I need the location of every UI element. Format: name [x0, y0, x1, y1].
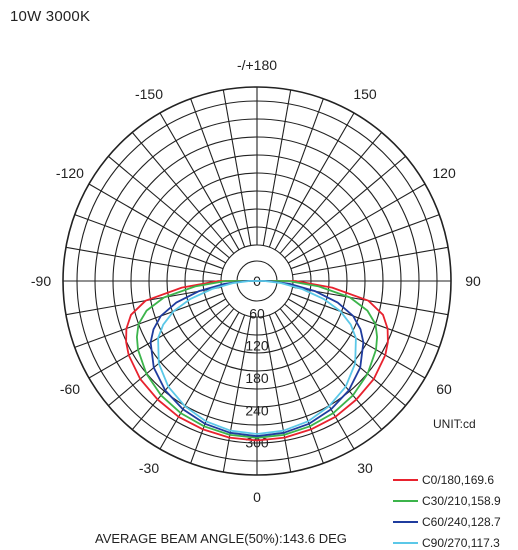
grid-spoke — [292, 246, 449, 276]
angle-label: -/+180 — [237, 57, 277, 73]
grid-spoke — [262, 316, 292, 473]
angle-label: -60 — [60, 381, 80, 397]
grid-spoke — [262, 89, 292, 246]
grid-spoke — [279, 132, 383, 254]
grid-spoke — [65, 246, 222, 276]
grid-spoke — [290, 214, 440, 270]
radial-tick-label: 60 — [249, 305, 265, 321]
grid-spoke — [159, 112, 240, 251]
radial-tick-label: 180 — [245, 370, 269, 386]
beam-angle-footer: AVERAGE BEAM ANGLE(50%):143.6 DEG — [95, 531, 347, 546]
page-title: 10W 3000K — [10, 8, 91, 25]
legend: C0/180,169.6 C30/210,158.9 C60/240,128.7 C9… — [393, 473, 501, 550]
grid-spoke — [279, 308, 383, 430]
legend-label: C90/270,117.3 — [422, 536, 500, 550]
grid-spoke — [108, 155, 230, 259]
grid-spoke — [88, 183, 227, 264]
angle-label: -90 — [31, 273, 51, 289]
legend-label: C30/210,158.9 — [422, 494, 501, 508]
grid-spoke — [222, 89, 252, 246]
grid-spoke — [159, 311, 240, 450]
angle-label: 0 — [253, 489, 261, 505]
angle-label: 150 — [353, 86, 377, 102]
series-curve — [125, 280, 389, 442]
angle-label: 90 — [465, 273, 481, 289]
unit-label: UNIT:cd — [433, 417, 476, 431]
series-curve — [136, 280, 378, 439]
radial-tick-label: 120 — [245, 338, 269, 354]
series-curve — [157, 280, 357, 435]
grid-spoke — [131, 132, 235, 254]
angle-label: 60 — [436, 381, 452, 397]
angle-label: -120 — [56, 165, 84, 181]
grid-spoke — [287, 183, 426, 264]
grid-spoke — [222, 316, 252, 473]
series-curve — [149, 280, 365, 438]
intensity-curves — [125, 280, 389, 442]
angle-label: -150 — [135, 86, 163, 102]
grid-spoke — [190, 98, 246, 248]
angle-label: -30 — [139, 460, 159, 476]
radial-tick-label: 240 — [245, 402, 269, 418]
legend-label: C60/240,128.7 — [422, 515, 501, 529]
grid-spoke — [190, 314, 246, 464]
grid-spoke — [268, 314, 324, 464]
angle-label: 120 — [432, 165, 456, 181]
legend-label: C0/180,169.6 — [422, 473, 494, 487]
grid-spoke — [290, 292, 440, 348]
grid-spoke — [284, 155, 406, 259]
grid-spoke — [284, 303, 406, 407]
radial-tick-label: 300 — [245, 435, 269, 451]
grid-spoke — [268, 98, 324, 248]
grid-spoke — [108, 303, 230, 407]
grid-spoke — [274, 112, 355, 251]
grid-spoke — [131, 308, 235, 430]
grid-spoke — [74, 292, 224, 348]
grid-spoke — [74, 214, 224, 270]
angle-label: 30 — [357, 460, 373, 476]
grid-spoke — [274, 311, 355, 450]
